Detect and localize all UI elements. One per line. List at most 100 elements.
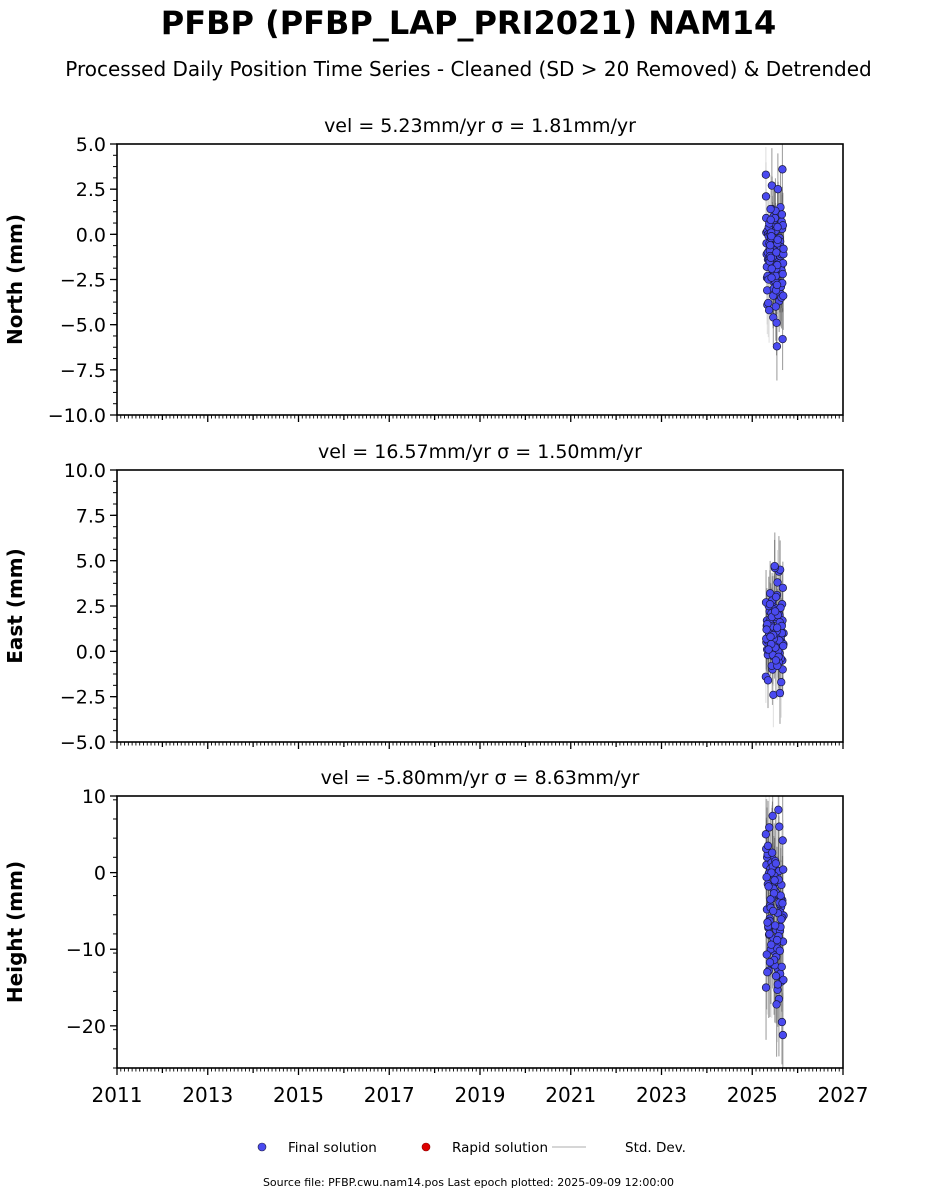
y-tick-label: 0.0 xyxy=(76,641,106,663)
data-point xyxy=(779,641,788,651)
data-point xyxy=(766,215,775,225)
data-point xyxy=(766,204,775,214)
data-point xyxy=(771,971,781,981)
panel-2: vel = 16.57mm/yr σ = 1.50mm/yr East (mm) −… xyxy=(3,441,844,754)
x-tick-label: 2023 xyxy=(636,1083,687,1107)
data-point xyxy=(766,895,775,904)
legend-marker xyxy=(257,1142,267,1152)
data-point xyxy=(775,822,784,831)
y-tick-label: 10.0 xyxy=(64,460,106,482)
data-layer xyxy=(761,796,788,1068)
data-point xyxy=(764,306,774,315)
data-point xyxy=(778,899,787,908)
data-point xyxy=(763,676,773,685)
data-point xyxy=(761,830,771,839)
x-tick-label: 2021 xyxy=(545,1083,596,1107)
legend-marker xyxy=(421,1142,431,1152)
data-point xyxy=(771,921,780,930)
y-tick-label: 0 xyxy=(94,863,106,885)
data-point xyxy=(762,950,771,959)
data-layer xyxy=(761,532,788,728)
panel-title: vel = 16.57mm/yr σ = 1.50mm/yr xyxy=(318,441,642,463)
data-point xyxy=(777,915,786,924)
data-point xyxy=(772,935,782,945)
data-point xyxy=(778,334,787,344)
x-tick-label: 2015 xyxy=(273,1083,324,1107)
panel-title: vel = 5.23mm/yr σ = 1.81mm/yr xyxy=(324,115,636,137)
x-tick-label: 2011 xyxy=(92,1083,143,1107)
data-point xyxy=(771,859,781,868)
chart-subtitle: Processed Daily Position Time Series - C… xyxy=(65,57,872,81)
data-point xyxy=(777,678,786,687)
panel-title: vel = -5.80mm/yr σ = 8.63mm/yr xyxy=(321,767,640,789)
data-point xyxy=(765,929,774,939)
data-point xyxy=(771,302,780,311)
data-point xyxy=(770,876,779,885)
x-tick-label: 2027 xyxy=(818,1083,869,1107)
data-point xyxy=(767,264,776,273)
legend-label: Std. Dev. xyxy=(625,1140,686,1156)
data-point xyxy=(772,318,781,328)
y-tick-label: −5.0 xyxy=(60,732,106,754)
x-tick-label: 2017 xyxy=(364,1083,415,1107)
data-point xyxy=(777,1017,787,1027)
data-point xyxy=(764,298,773,308)
data-point xyxy=(764,882,773,891)
data-point xyxy=(772,342,782,351)
data-point xyxy=(767,940,776,949)
legend-label: Final solution xyxy=(288,1140,377,1156)
data-point xyxy=(761,983,771,992)
data-point xyxy=(761,170,771,179)
data-point xyxy=(770,561,779,571)
data-point xyxy=(774,805,783,814)
data-layer xyxy=(761,144,788,381)
data-point xyxy=(765,958,775,967)
y-axis-label: North (mm) xyxy=(3,214,27,345)
y-tick-label: −5.0 xyxy=(60,315,106,337)
data-point xyxy=(765,600,775,609)
data-point xyxy=(777,210,787,219)
legend-label: Rapid solution xyxy=(452,1140,548,1156)
data-point xyxy=(771,592,781,602)
y-tick-label: 0.0 xyxy=(76,224,106,246)
y-tick-label: 5.0 xyxy=(76,134,106,156)
data-point xyxy=(762,873,771,882)
data-point xyxy=(772,280,782,290)
y-tick-label: −10 xyxy=(66,939,106,961)
panel-1: vel = 5.23mm/yr σ = 1.81mm/yr North (mm) −… xyxy=(3,115,844,427)
data-point xyxy=(778,583,787,593)
data-point xyxy=(778,269,787,279)
data-point xyxy=(767,181,777,190)
data-point xyxy=(779,975,788,985)
data-point xyxy=(779,865,788,874)
data-point xyxy=(763,968,772,977)
x-tick-label: 2019 xyxy=(455,1083,506,1107)
source-footer: Source file: PFBP.cwu.nam14.pos Last epo… xyxy=(262,1176,675,1189)
data-point xyxy=(779,244,788,253)
data-point xyxy=(766,632,775,641)
data-point xyxy=(778,165,787,174)
data-point xyxy=(766,253,776,262)
y-tick-label: −2.5 xyxy=(60,270,106,292)
data-point xyxy=(765,823,774,832)
data-point xyxy=(775,946,784,955)
x-tick-label: 2025 xyxy=(727,1083,778,1107)
y-axis-label: Height (mm) xyxy=(3,861,27,1003)
panel-3: vel = -5.80mm/yr σ = 8.63mm/yr Height (mm… xyxy=(3,767,869,1107)
y-tick-label: −20 xyxy=(66,1016,106,1038)
y-tick-label: 2.5 xyxy=(76,179,106,201)
axes-frame xyxy=(116,469,844,743)
y-tick-label: 7.5 xyxy=(76,505,106,527)
data-point xyxy=(773,185,783,194)
y-tick-label: −2.5 xyxy=(60,687,106,709)
y-tick-label: 2.5 xyxy=(76,596,106,618)
y-tick-label: −10.0 xyxy=(48,405,106,427)
axes-frame xyxy=(116,795,844,1069)
data-point xyxy=(779,291,788,300)
chart-title: PFBP (PFBP_LAP_PRI2021) NAM14 xyxy=(160,4,777,42)
data-point xyxy=(771,607,780,616)
data-point xyxy=(773,980,782,989)
data-point xyxy=(761,192,771,201)
data-point xyxy=(777,962,786,972)
